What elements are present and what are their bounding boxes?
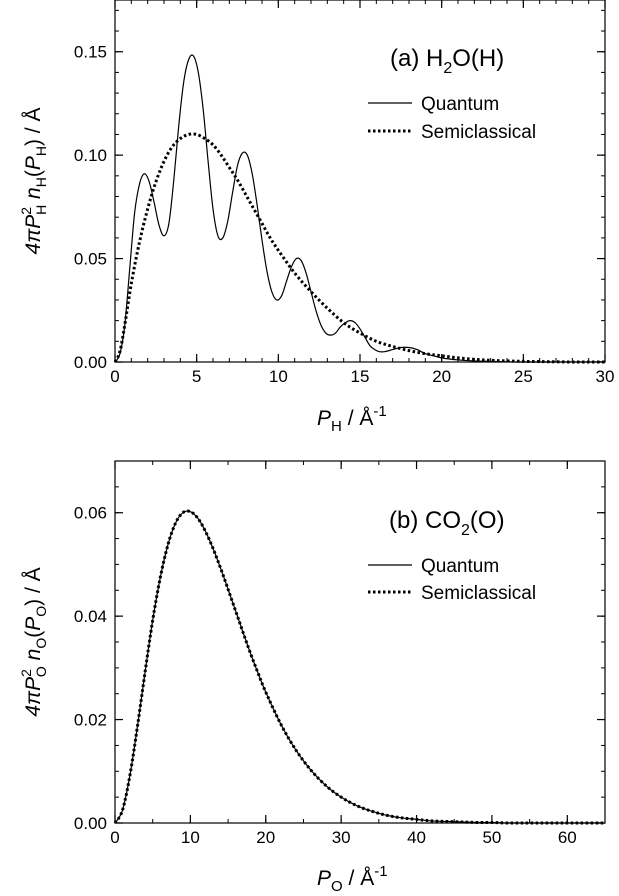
panel-a-y-tick-label: 0.00 bbox=[74, 353, 107, 372]
panel-b-x-axis-label: PO / Å-1 bbox=[317, 863, 388, 895]
panel-b-legend-semiclassical-label: Semiclassical bbox=[421, 583, 536, 604]
panel-b-y-axis-label: 4πP2O nO(PO) / Å bbox=[18, 567, 49, 716]
panel-a-legend-quantum-label: Quantum bbox=[421, 94, 499, 115]
panel-a: 0 5 10 15 20 25 300.000.050.100.15 (a) H2O(H) … bbox=[18, 0, 614, 435]
panel-a-x-tick-label: 0 bbox=[110, 367, 119, 386]
panel-b-series bbox=[113, 509, 605, 825]
panel-b-x-tick-label: 20 bbox=[256, 828, 275, 847]
panel-b-y-tick-label: 0.02 bbox=[74, 711, 107, 730]
panel-b-x-tick-label: 60 bbox=[558, 828, 577, 847]
panel-a-x-tick-label: 10 bbox=[269, 367, 288, 386]
panel-b-series-quantum bbox=[114, 510, 605, 824]
panel-a-y-axis-label: 4πP2H nH(PH) / Å bbox=[18, 108, 49, 255]
panel-a-x-axis-label: PH / Å-1 bbox=[317, 403, 387, 435]
panel-a-y-tick-label: 0.15 bbox=[74, 43, 107, 62]
panel-a-x-tick-label: 30 bbox=[596, 367, 615, 386]
panel-b-tick-labels: 0 10 20 30 40 50 60 0.00 0.02 0.04 0.06 bbox=[74, 504, 577, 847]
panel-b-x-tick-label: 0 bbox=[110, 828, 119, 847]
panel-b-x-tick-label: 10 bbox=[181, 828, 200, 847]
panel-b-annotation: (b) CO2(O) bbox=[389, 507, 505, 539]
panel-b-x-tick-label: 50 bbox=[482, 828, 501, 847]
panel-b-legend: Quantum Semiclassical bbox=[368, 556, 536, 604]
panel-b-y-tick-label: 0.00 bbox=[74, 814, 107, 833]
panel-a-x-tick-label: 20 bbox=[432, 367, 451, 386]
panel-a-x-tick-label: 5 bbox=[192, 367, 201, 386]
panel-a-series bbox=[113, 54, 605, 364]
panel-a-annotation: (a) H2O(H) bbox=[390, 45, 504, 77]
panel-b: 0 10 20 30 40 50 60 0.00 0.02 0.04 0.06 (b) CO2(O)… bbox=[18, 460, 606, 895]
panel-a-y-tick-label: 0.10 bbox=[74, 146, 107, 165]
panel-b-series-semiclassical bbox=[113, 509, 605, 825]
panel-b-legend-quantum-label: Quantum bbox=[421, 556, 499, 577]
panel-a-ticks bbox=[114, 0, 606, 363]
panel-a-plot-frame bbox=[114, 0, 606, 363]
panel-b-y-tick-label: 0.04 bbox=[74, 607, 107, 626]
panel-a-legend: Quantum Semiclassical bbox=[368, 94, 536, 143]
panel-a-series-semiclassical bbox=[113, 132, 605, 364]
panel-a-x-tick-label: 25 bbox=[514, 367, 533, 386]
panel-a-y-tick-label: 0.05 bbox=[74, 250, 107, 269]
panel-b-x-tick-label: 30 bbox=[332, 828, 351, 847]
panel-b-ticks bbox=[114, 460, 606, 824]
panel-b-y-tick-label: 0.06 bbox=[74, 504, 107, 523]
panel-a-series-quantum bbox=[114, 54, 605, 363]
panel-b-plot-frame bbox=[114, 460, 606, 824]
panel-a-x-tick-label: 15 bbox=[351, 367, 370, 386]
panel-b-x-tick-label: 40 bbox=[407, 828, 426, 847]
panel-a-legend-semiclassical-label: Semiclassical bbox=[421, 122, 536, 143]
panel-a-tick-labels: 0 5 10 15 20 25 30 0.00 0.05 0.10 0.15 bbox=[74, 43, 615, 386]
